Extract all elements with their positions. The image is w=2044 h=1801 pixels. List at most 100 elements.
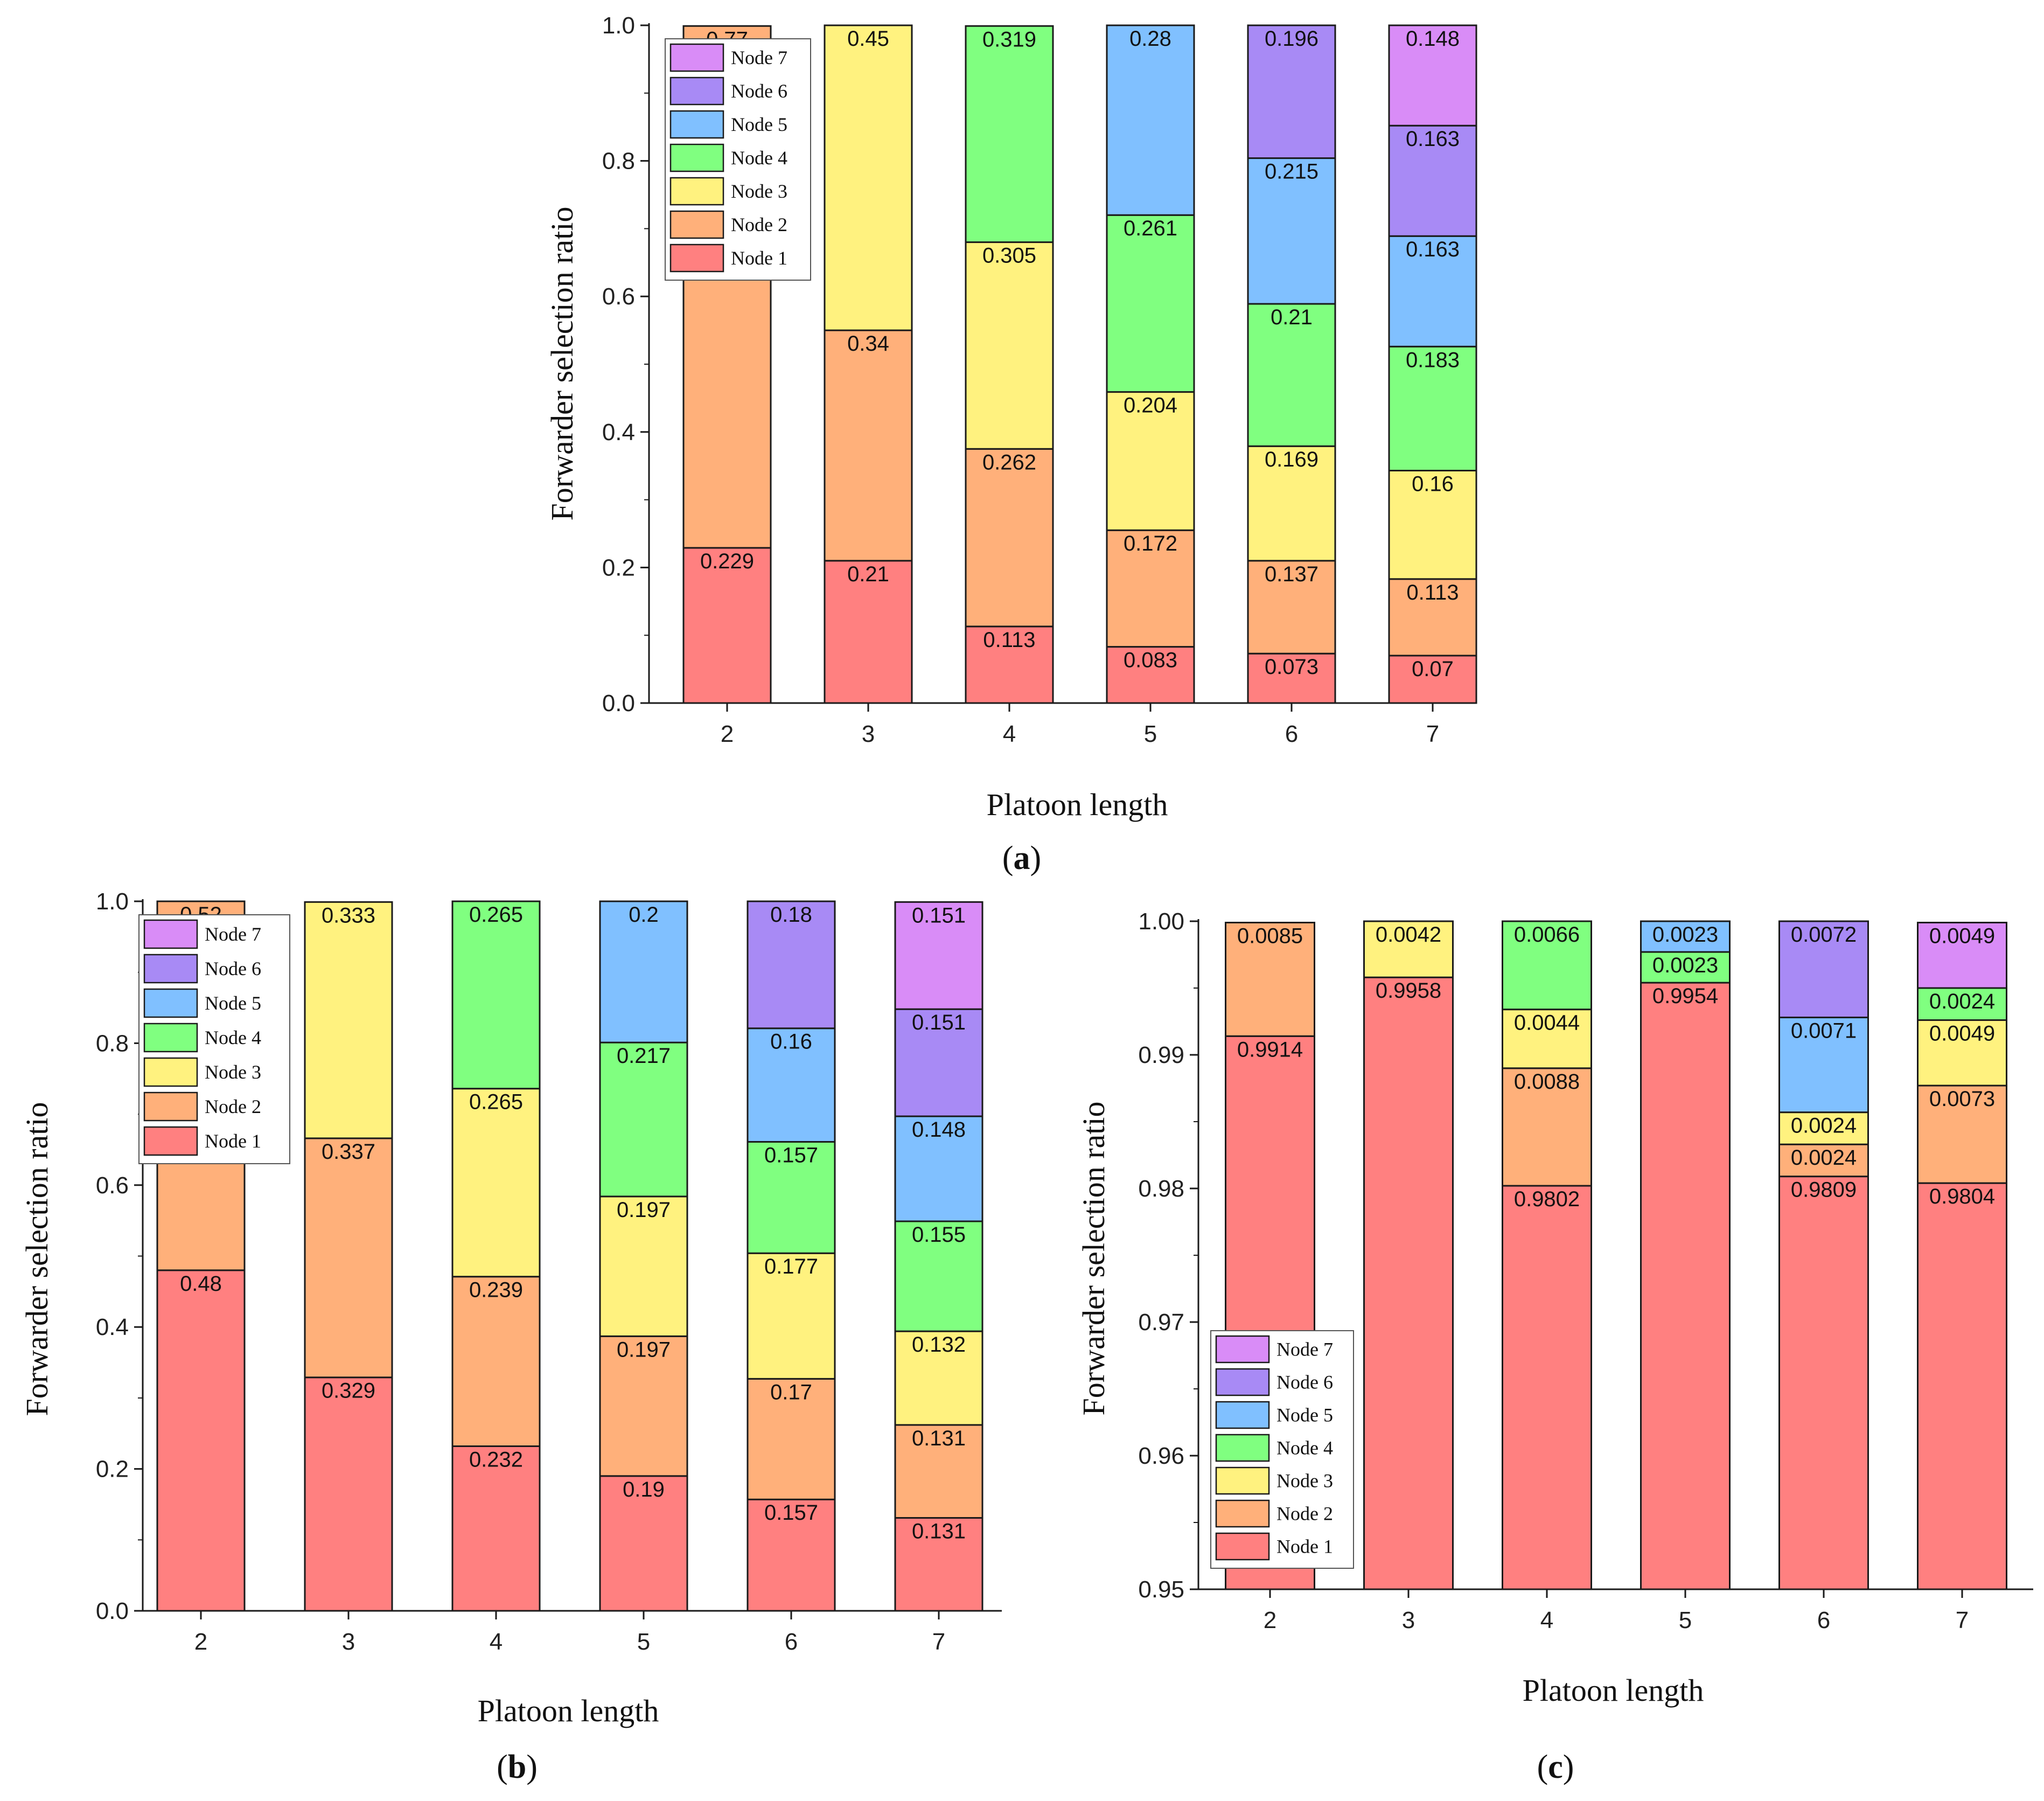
segment-value-label: 0.16	[770, 1030, 812, 1054]
legend-swatch-node-4	[669, 143, 724, 172]
segment-value-label: 0.337	[322, 1140, 375, 1164]
segment-value-label: 0.0073	[1929, 1087, 1995, 1111]
segment-value-label: 0.177	[764, 1255, 818, 1278]
bar-segment-node-3-4	[965, 241, 1054, 450]
y-tick-label: 1.0	[602, 12, 635, 39]
bar-segment-node-4-5	[1106, 214, 1195, 393]
segment-value-label: 0.232	[469, 1448, 523, 1471]
panel-a-legend: Node 7 Node 6 Node 5 Node 4 Node 3 Node 2 Node…	[665, 38, 811, 281]
segment-value-label: 0.0066	[1514, 923, 1580, 947]
segment-value-label: 0.319	[982, 27, 1036, 51]
x-tick-label: 5	[637, 1629, 650, 1655]
panel-c-x-axis-title: Platoon length	[1523, 1673, 1704, 1708]
segment-value-label: 0.9809	[1791, 1178, 1857, 1202]
y-tick-label: 0.96	[1138, 1443, 1184, 1469]
bar-segment-node-4-4	[1502, 920, 1592, 1011]
bar-segment-node-7-7	[1917, 921, 2007, 989]
panel-c-bars	[1225, 920, 2007, 1590]
legend-swatch-node-1	[669, 244, 724, 273]
segment-value-label: 0.9914	[1237, 1038, 1303, 1061]
bar-segment-node-6-7	[1388, 124, 1477, 237]
bar-segment-node-3-5	[1106, 391, 1195, 531]
bar-segment-node-1-7	[1917, 1182, 2007, 1590]
bar-segment-node-7-7	[894, 901, 983, 1010]
panel-b-label: (b)	[497, 1749, 538, 1785]
segment-value-label: 0.155	[912, 1223, 966, 1247]
legend-label: Node 4	[1276, 1437, 1333, 1459]
legend-swatch-node-3	[669, 177, 724, 206]
segment-value-label: 0.0023	[1652, 923, 1718, 947]
x-tick-label: 4	[490, 1629, 503, 1655]
bar-segment-node-3-3	[824, 24, 913, 331]
x-tick-label: 3	[342, 1629, 355, 1655]
segment-value-label: 0.18	[770, 903, 812, 927]
legend-label: Node 2	[205, 1096, 261, 1117]
x-tick-label: 2	[721, 721, 734, 747]
bar-segment-node-2-6	[747, 1378, 836, 1500]
segment-value-label: 0.073	[1265, 655, 1319, 679]
bar-segment-node-1-7	[1388, 655, 1477, 704]
x-tick-label: 6	[1817, 1607, 1830, 1633]
y-tick-label: 0.2	[96, 1456, 129, 1483]
legend-label: Node 5	[1276, 1404, 1333, 1426]
bar-segment-node-3-6	[1247, 445, 1336, 562]
legend-swatch-node-2	[1215, 1499, 1270, 1528]
bar-segment-node-4-6	[1247, 303, 1336, 447]
legend-swatch-node-1	[143, 1126, 198, 1156]
bar-segment-node-2-7	[894, 1424, 983, 1519]
bar-segment-node-5-6	[1247, 157, 1336, 305]
y-tick-label: 0.0	[602, 690, 635, 717]
segment-value-label: 0.197	[617, 1198, 671, 1222]
panel-c-label: (c)	[1537, 1749, 1574, 1785]
legend-label: Node 7	[1276, 1339, 1333, 1360]
segment-value-label: 0.132	[912, 1333, 966, 1357]
legend-label: Node 1	[1276, 1536, 1333, 1557]
segment-value-label: 0.163	[1406, 238, 1460, 261]
x-tick-label: 3	[862, 721, 875, 747]
segment-value-label: 0.183	[1406, 348, 1460, 372]
panel-b-segment-labels: 0.480.520.3290.3370.3330.2320.2390.2650.…	[180, 903, 966, 1543]
panel-b-chart: 0.480.520.3290.3370.3330.2320.2390.2650.…	[19, 888, 1002, 1785]
bar-segment-node-5-6	[1778, 1017, 1869, 1114]
y-tick-label: 0.0	[96, 1598, 129, 1624]
bar-segment-node-3-6	[747, 1252, 836, 1380]
segment-value-label: 0.17	[770, 1380, 812, 1404]
bar-segment-node-4-4	[965, 25, 1054, 244]
bar-segment-node-5-5	[599, 900, 688, 1044]
segment-value-label: 0.0044	[1514, 1011, 1580, 1035]
legend-label: Node 7	[731, 47, 787, 68]
bar-segment-node-2-2	[1225, 921, 1315, 1037]
bar-segment-node-3-4	[451, 1088, 541, 1278]
segment-value-label: 0.204	[1124, 394, 1177, 418]
bar-segment-node-2-7	[1917, 1084, 2007, 1184]
segment-value-label: 0.0024	[1791, 1146, 1857, 1170]
legend-swatch-node-2	[143, 1091, 198, 1122]
segment-value-label: 0.229	[700, 550, 754, 573]
y-tick-label: 1.00	[1138, 908, 1184, 935]
bar-segment-node-3-6	[1778, 1111, 1869, 1145]
panel-b-bars	[156, 900, 983, 1612]
legend-label: Node 7	[205, 923, 261, 945]
bar-segment-node-4-5	[599, 1041, 688, 1198]
y-tick-label: 0.2	[602, 554, 635, 581]
y-tick-label: 0.98	[1138, 1176, 1184, 1202]
bar-segment-node-5-7	[1388, 235, 1477, 347]
legend-label: Node 6	[731, 80, 787, 102]
legend-swatch-node-4	[1215, 1434, 1270, 1462]
legend-label: Node 5	[205, 992, 261, 1014]
y-tick-label: 0.97	[1138, 1309, 1184, 1336]
bar-segment-node-5-7	[894, 1115, 983, 1222]
segment-value-label: 0.215	[1265, 160, 1319, 184]
panel-a-chart: 0.2290.770.210.340.450.1130.2620.3050.31…	[545, 12, 1477, 877]
segment-value-label: 0.113	[1406, 581, 1459, 604]
bar-segment-node-2-4	[965, 448, 1054, 628]
bar-segment-node-1-5	[1106, 646, 1195, 704]
y-tick-label: 0.6	[96, 1172, 129, 1199]
legend-swatch-node-2	[669, 210, 724, 239]
segment-value-label: 0.163	[1406, 127, 1460, 151]
segment-value-label: 0.265	[469, 1090, 523, 1114]
bar-segment-node-6-6	[747, 900, 836, 1030]
segment-value-label: 0.0071	[1791, 1019, 1857, 1043]
panel-a-y-axis-title: Forwarder selection ratio	[545, 206, 580, 520]
